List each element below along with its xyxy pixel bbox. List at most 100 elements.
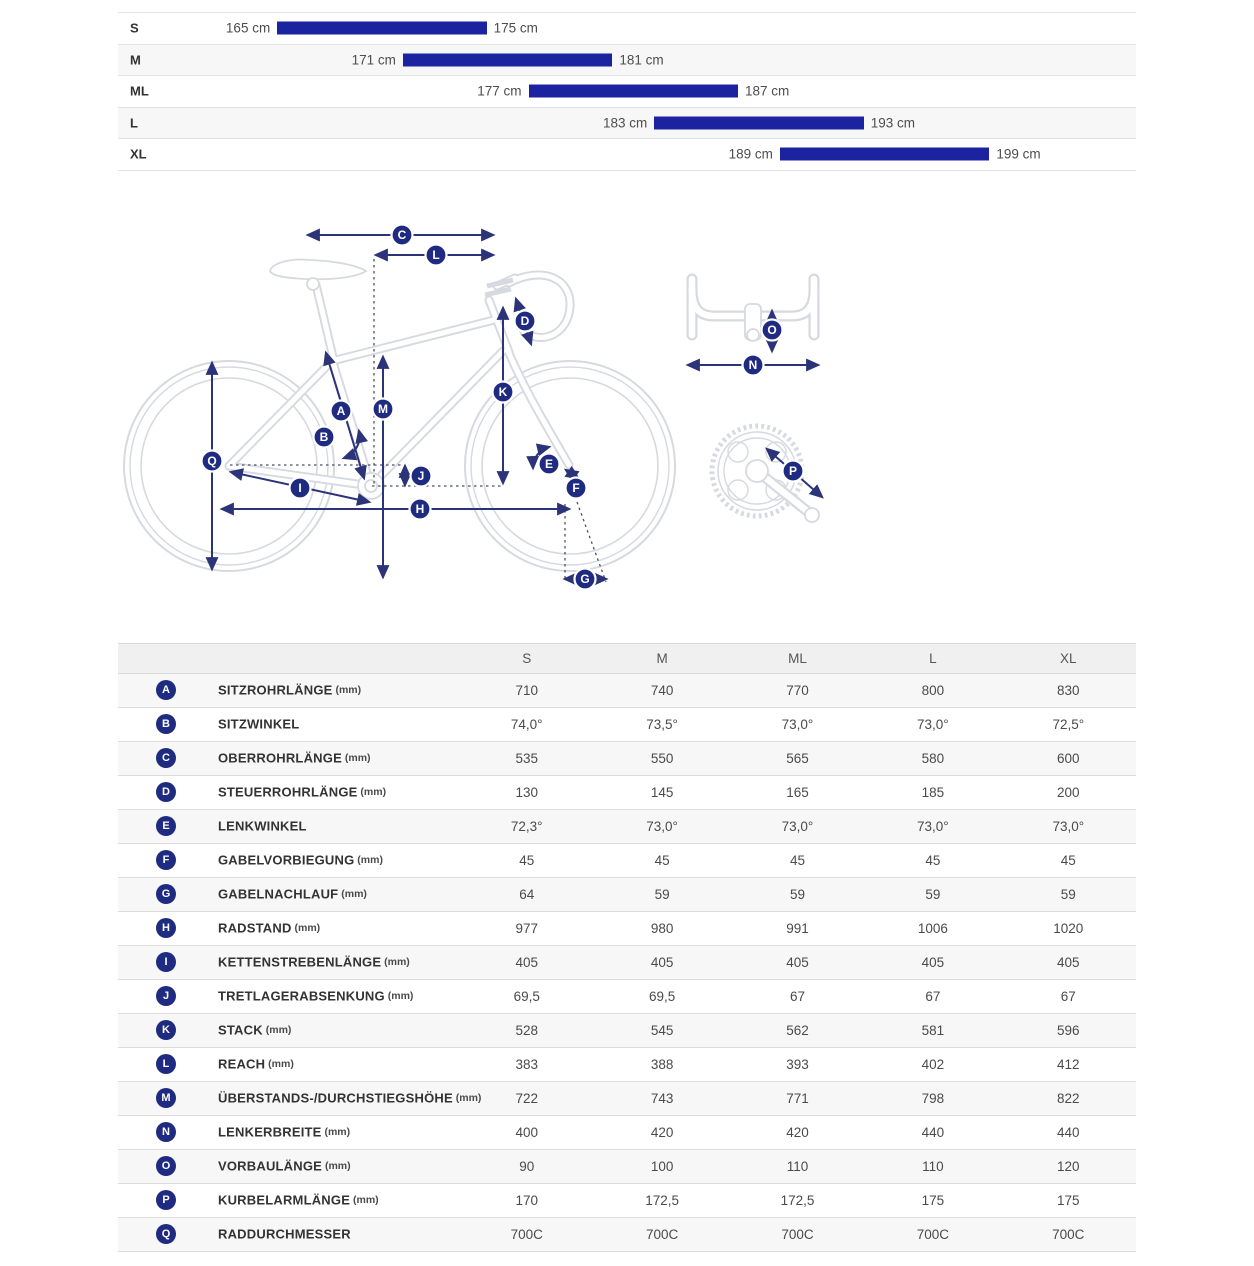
range-min-label: 189 cm — [728, 146, 773, 162]
row-label: GABELVORBIEGUNG — [218, 852, 355, 868]
row-label: SITZROHRLÄNGE — [218, 682, 333, 698]
row-label: KETTENSTREBENLÄNGE — [218, 954, 382, 970]
range-min-label: 177 cm — [477, 83, 522, 99]
value-n-xl: 440 — [1057, 1124, 1080, 1140]
row-label: LENKWINKEL — [218, 818, 307, 834]
column-header-s: S — [459, 642, 595, 674]
size-row-s: S 165 cm 175 cm — [118, 13, 1136, 45]
height-range-bar — [277, 21, 487, 35]
value-g-xl: 59 — [1060, 886, 1076, 902]
value-m-l: 798 — [921, 1090, 945, 1106]
row-unit: (mm) — [357, 786, 387, 798]
value-o-m: 100 — [650, 1158, 674, 1174]
row-key-badge: E — [156, 816, 176, 836]
geometry-diagram: A B C D E F G H I J K L M N O P Q — [118, 171, 1136, 643]
value-e-xl: 73,0° — [1052, 818, 1085, 834]
bike-frame-drawing — [224, 258, 575, 500]
dimension-arrows — [205, 228, 609, 585]
badge-m-icon: M — [371, 396, 395, 421]
value-p-xl: 175 — [1057, 1192, 1080, 1208]
row-key-badge: G — [156, 884, 176, 904]
value-c-s: 535 — [515, 750, 538, 766]
geometry-row-p: P KURBELARMLÄNGE (mm) 170 172,5 172,5 175 175 — [118, 1183, 1136, 1217]
geometry-row-m: M ÜBERSTANDS-/DURCHSTIEGSHÖHE (mm) 722 743 7… — [118, 1081, 1136, 1115]
badge-i-icon: I — [288, 475, 312, 500]
value-e-ml: 73,0° — [781, 818, 814, 834]
value-b-m: 73,5° — [646, 716, 678, 732]
svg-text:J: J — [418, 469, 425, 483]
row-unit: (mm) — [452, 1092, 482, 1104]
badge-g-icon: G — [573, 566, 597, 591]
badge-a-icon: A — [329, 398, 353, 423]
value-p-l: 175 — [921, 1192, 945, 1208]
size-label: M — [130, 52, 141, 68]
value-d-xl: 200 — [1057, 784, 1080, 800]
geometry-row-o: O VORBAULÄNGE (mm) 90 100 110 110 120 — [118, 1149, 1136, 1183]
row-key-badge: H — [156, 918, 176, 938]
row-unit: (mm) — [332, 684, 362, 696]
value-f-m: 45 — [654, 852, 670, 868]
geometry-row-j: J TRETLAGERABSENKUNG (mm) 69,5 69,5 67 67 67 — [118, 979, 1136, 1013]
value-o-s: 90 — [519, 1158, 535, 1174]
row-label: STACK — [218, 1022, 263, 1038]
value-m-m: 743 — [650, 1090, 674, 1106]
geometry-table-body: A SITZROHRLÄNGE (mm) 710 740 770 800 830 B SITZW… — [118, 673, 1136, 1251]
value-m-s: 722 — [515, 1090, 538, 1106]
row-key-badge: K — [156, 1020, 176, 1040]
row-unit: (mm) — [321, 1126, 351, 1138]
geometry-row-c: C OBERROHRLÄNGE (mm) 535 550 565 580 600 — [118, 741, 1136, 775]
range-min-label: 171 cm — [351, 52, 396, 68]
rider-height-chart: S 165 cm 175 cm M 171 cm 181 cm ML 177 cm 187 cm… — [118, 12, 1136, 171]
geometry-row-g: G GABELNACHLAUF (mm) 64 59 59 59 59 — [118, 877, 1136, 911]
row-unit: (mm) — [338, 888, 367, 900]
value-q-l: 700C — [916, 1226, 950, 1242]
size-row-l: L 183 cm 193 cm — [118, 107, 1136, 139]
value-h-s: 977 — [515, 920, 538, 936]
value-b-l: 73,0° — [917, 716, 949, 732]
row-key-badge: B — [156, 714, 176, 734]
range-max-label: 193 cm — [870, 115, 915, 131]
geometry-row-k: K STACK (mm) 528 545 562 581 596 — [118, 1013, 1136, 1047]
geometry-row-b: B SITZWINKEL 74,0° 73,5° 73,0° 73,0° 72,5° — [118, 707, 1136, 741]
row-label: KURBELARMLÄNGE — [218, 1192, 351, 1208]
svg-text:A: A — [337, 404, 346, 418]
value-j-l: 67 — [925, 988, 941, 1004]
value-d-l: 185 — [921, 784, 945, 800]
row-unit: (mm) — [322, 1160, 351, 1172]
badge-p-icon: P — [781, 458, 805, 483]
page-content: S 165 cm 175 cm M 171 cm 181 cm ML 177 cm 187 cm… — [118, 12, 1136, 1252]
value-p-s: 170 — [515, 1192, 538, 1208]
value-d-m: 145 — [650, 784, 674, 800]
geometry-table: S M ML L XL A SITZROHRLÄNGE (mm) 710 740 770 800 8… — [118, 642, 1136, 1252]
value-m-xl: 822 — [1057, 1090, 1080, 1106]
value-l-m: 388 — [650, 1056, 674, 1072]
size-label: S — [130, 20, 139, 36]
value-m-ml: 771 — [786, 1090, 809, 1106]
column-header-xl: XL — [1000, 642, 1136, 674]
svg-text:F: F — [572, 481, 579, 495]
svg-text:K: K — [499, 385, 508, 399]
value-j-s: 69,5 — [513, 988, 540, 1004]
row-label: ÜBERSTANDS-/DURCHSTIEGSHÖHE — [218, 1090, 453, 1106]
size-row-m: M 171 cm 181 cm — [118, 44, 1136, 76]
value-b-s: 74,0° — [510, 716, 543, 732]
value-k-xl: 596 — [1057, 1022, 1080, 1038]
value-o-ml: 110 — [786, 1158, 809, 1174]
value-n-s: 400 — [515, 1124, 538, 1140]
svg-text:B: B — [320, 430, 329, 444]
value-k-m: 545 — [650, 1022, 674, 1038]
bike-geometry-svg: A B C D E F G H I J K L M N O P Q — [123, 222, 824, 591]
svg-text:E: E — [545, 457, 553, 471]
handlebar-front-view — [685, 273, 821, 371]
value-c-xl: 600 — [1057, 750, 1080, 766]
value-f-xl: 45 — [1060, 852, 1076, 868]
value-i-xl: 405 — [1057, 954, 1080, 970]
badge-o-icon: O — [760, 317, 784, 342]
geometry-row-d: D STEUERROHRLÄNGE (mm) 130 145 165 185 200 — [118, 775, 1136, 809]
row-label: RADDURCHMESSER — [218, 1226, 351, 1242]
row-label: VORBAULÄNGE — [218, 1158, 323, 1174]
value-g-l: 59 — [925, 886, 941, 902]
badge-l-icon: L — [424, 242, 448, 267]
value-g-m: 59 — [654, 886, 670, 902]
row-label: REACH — [218, 1056, 266, 1072]
